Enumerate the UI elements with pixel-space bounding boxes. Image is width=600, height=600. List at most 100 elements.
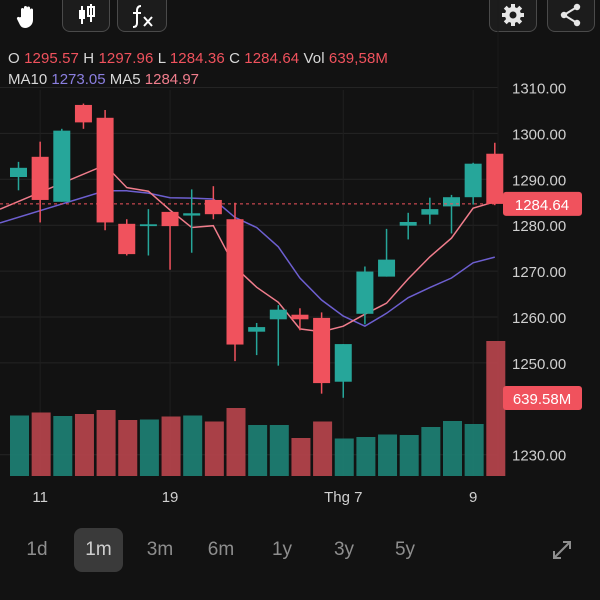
low-value: 1284.36 bbox=[169, 50, 225, 67]
volume-bar bbox=[486, 341, 506, 476]
y-tick-label: 1290.00 bbox=[512, 172, 566, 189]
candle-body bbox=[269, 309, 287, 320]
period-6m[interactable]: 6m bbox=[207, 539, 235, 560]
candle-body bbox=[378, 259, 396, 277]
period-3m[interactable]: 3m bbox=[146, 539, 174, 560]
pan-mode-button[interactable] bbox=[5, 0, 51, 32]
last-volume-tag bbox=[503, 386, 582, 410]
close-value: 1284.64 bbox=[244, 50, 300, 67]
candle-body bbox=[183, 213, 201, 216]
fx-indicator-icon bbox=[132, 5, 153, 28]
volume-bar bbox=[161, 416, 181, 476]
candle-body bbox=[10, 167, 27, 178]
period-1m[interactable]: 1m bbox=[74, 528, 123, 572]
candle-body bbox=[486, 153, 504, 204]
volume-bar bbox=[96, 410, 116, 476]
period-1d[interactable]: 1d bbox=[26, 539, 48, 560]
open-label: O bbox=[8, 50, 20, 67]
candlestick-icon bbox=[79, 4, 95, 24]
hand-pan-icon bbox=[16, 6, 33, 28]
high-label: H bbox=[83, 50, 95, 67]
ma10-line bbox=[0, 189, 495, 328]
open-value: 1295.57 bbox=[24, 50, 79, 67]
volume-bar bbox=[10, 415, 29, 476]
share-icon bbox=[560, 3, 581, 27]
candle-body bbox=[313, 317, 331, 384]
close-label: C bbox=[229, 50, 240, 67]
volume-bar bbox=[139, 419, 159, 476]
candle-body bbox=[248, 327, 266, 332]
last-price-tag bbox=[503, 191, 582, 216]
candle-body bbox=[399, 221, 417, 226]
period-1y[interactable]: 1y bbox=[271, 539, 293, 560]
volume-bar bbox=[248, 425, 268, 476]
volume-bar bbox=[204, 421, 224, 476]
volume-bar bbox=[269, 425, 289, 476]
ma10-value: 1273.05 bbox=[51, 71, 106, 88]
volume-value: 639,58M bbox=[328, 50, 388, 67]
last-volume-label: 639.58M bbox=[513, 391, 571, 408]
ma-readout: MA10 1273.05 MA5 1284.97 bbox=[8, 71, 199, 88]
last-price-label: 1284.64 bbox=[515, 197, 569, 214]
candle-body bbox=[443, 197, 460, 207]
ma5-label: MA5 bbox=[109, 71, 141, 88]
y-tick-label: 1310.00 bbox=[512, 81, 566, 98]
settings-button[interactable] bbox=[489, 0, 537, 32]
candle-body bbox=[74, 104, 92, 123]
y-tick-label: 1250.00 bbox=[512, 356, 566, 373]
y-tick-label: 1280.00 bbox=[512, 218, 566, 235]
candle-body bbox=[53, 130, 71, 202]
candle-body bbox=[204, 199, 222, 215]
volume-bar bbox=[183, 415, 203, 476]
x-tick-label: 19 bbox=[162, 489, 179, 506]
gear-icon bbox=[502, 4, 524, 26]
x-tick-label: 9 bbox=[469, 489, 477, 506]
volume-bar bbox=[313, 421, 333, 476]
candle-body bbox=[139, 224, 157, 227]
volume-bar bbox=[464, 424, 484, 476]
candle-body bbox=[421, 209, 439, 215]
ma10-label: MA10 bbox=[8, 71, 48, 88]
price-chart[interactable]: 1284.64 639.58M 1310.00 1300.00 1290.00 1280… bbox=[0, 0, 600, 520]
expand-arrows-icon bbox=[553, 541, 571, 559]
period-selector: 1d 1m 3m 6m 1y 3y 5y bbox=[0, 528, 600, 572]
candle-body bbox=[96, 117, 114, 223]
y-tick-label: 1270.00 bbox=[512, 264, 566, 281]
period-3y[interactable]: 3y bbox=[333, 539, 355, 560]
candle-body bbox=[226, 219, 244, 345]
ma5-value: 1284.97 bbox=[144, 71, 200, 88]
chart-type-button[interactable] bbox=[62, 0, 110, 32]
candle-body bbox=[291, 314, 309, 320]
y-tick-label: 1300.00 bbox=[512, 126, 566, 143]
y-tick-label: 1260.00 bbox=[512, 310, 566, 327]
y-tick-label: 1230.00 bbox=[512, 448, 566, 465]
volume-bar bbox=[443, 421, 462, 476]
x-tick-label: 11 bbox=[32, 489, 48, 506]
volume-bar bbox=[226, 408, 246, 476]
expand-button[interactable] bbox=[540, 528, 584, 572]
low-label: L bbox=[157, 50, 166, 67]
ma5-line bbox=[0, 163, 496, 333]
volume-bar bbox=[356, 437, 376, 476]
volume-bar bbox=[74, 414, 94, 476]
volume-label: Vol bbox=[303, 50, 325, 67]
candle-body bbox=[464, 163, 482, 198]
ohlc-readout: O 1295.57 H 1297.96 L 1284.36 C 1284.64 … bbox=[8, 50, 388, 67]
indicator-button[interactable] bbox=[117, 0, 167, 32]
volume-bar bbox=[31, 412, 51, 476]
volume-bar bbox=[53, 416, 73, 476]
volume-bar bbox=[291, 438, 311, 476]
candle-body bbox=[161, 211, 179, 227]
volume-bar bbox=[421, 427, 441, 476]
candle-body bbox=[31, 156, 49, 200]
volume-bar bbox=[399, 435, 419, 476]
candle-body bbox=[118, 223, 136, 255]
period-5y[interactable]: 5y bbox=[394, 539, 416, 560]
volume-bar bbox=[118, 420, 138, 476]
volume-bar bbox=[334, 438, 354, 476]
x-tick-label: Thg 7 bbox=[324, 489, 362, 506]
share-button[interactable] bbox=[547, 0, 595, 32]
high-value: 1297.96 bbox=[98, 50, 154, 67]
volume-bar bbox=[378, 434, 398, 476]
candle-body bbox=[356, 271, 374, 314]
